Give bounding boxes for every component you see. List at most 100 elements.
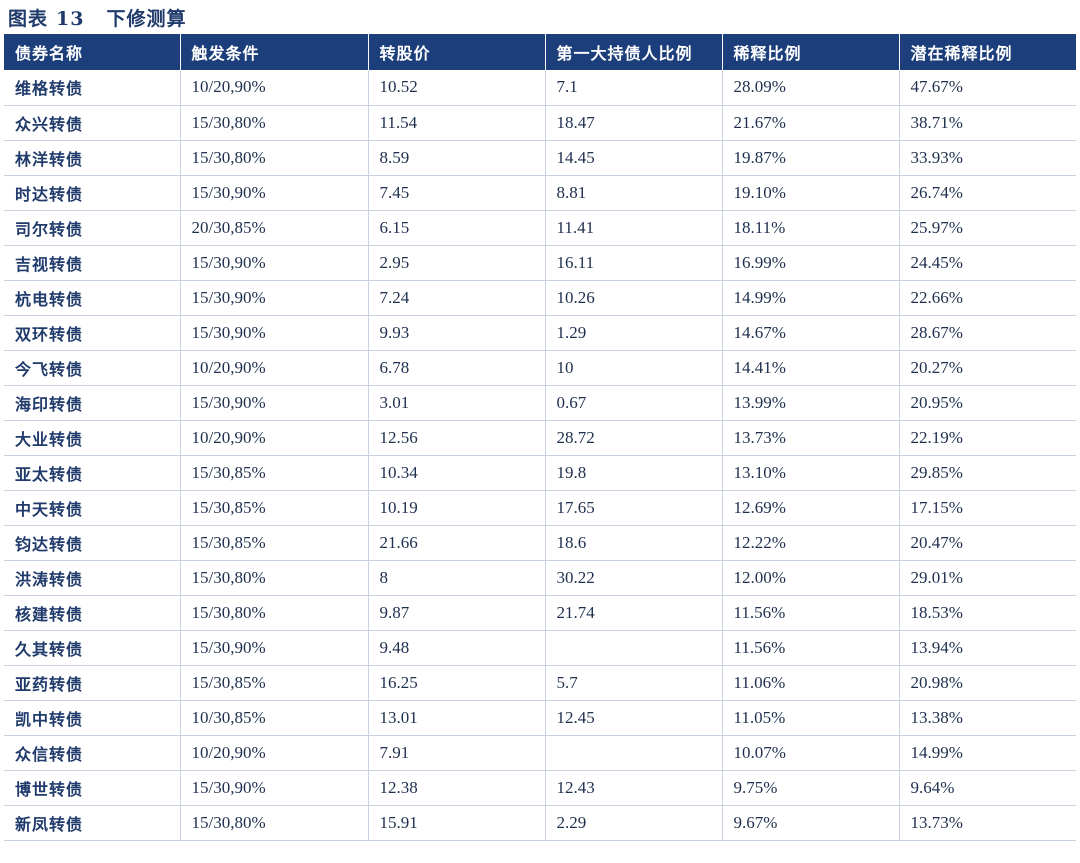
largest-holder-ratio-cell: 11.41: [545, 210, 723, 246]
table-row: 吉视转债 15/30,90% 2.95 16.11 16.99% 24.45%: [4, 245, 1076, 281]
table-row: 核建转债 15/30,80% 9.87 21.74 11.56% 18.53%: [4, 595, 1076, 631]
trigger-condition-cell: 15/30,90%: [180, 280, 369, 316]
header-trigger-condition: 触发条件: [180, 34, 369, 70]
largest-holder-ratio-cell: 8.81: [545, 175, 723, 211]
trigger-condition-cell: 15/30,85%: [180, 455, 369, 491]
table-header: 债券名称 触发条件 转股价 第一大持债人比例 稀释比例 潜在稀释比例: [4, 34, 1076, 70]
trigger-condition-cell: 10/20,90%: [180, 735, 369, 771]
header-largest-holder-ratio: 第一大持债人比例: [545, 34, 723, 70]
potential-dilution-ratio-cell: 29.01%: [899, 560, 1076, 596]
header-bond-name: 债券名称: [4, 34, 181, 70]
potential-dilution-ratio-cell: 9.64%: [899, 770, 1076, 806]
potential-dilution-ratio-cell: 47.67%: [899, 70, 1076, 106]
dilution-ratio-cell: 18.11%: [722, 210, 900, 246]
largest-holder-ratio-cell: 0.67: [545, 385, 723, 421]
largest-holder-ratio-cell: [545, 735, 723, 771]
table-row: 众兴转债 15/30,80% 11.54 18.47 21.67% 38.71%: [4, 105, 1076, 141]
table-row: 洪涛转债 15/30,80% 8 30.22 12.00% 29.01%: [4, 560, 1076, 596]
trigger-condition-cell: 20/30,85%: [180, 210, 369, 246]
potential-dilution-ratio-cell: 18.53%: [899, 595, 1076, 631]
trigger-condition-cell: 15/30,85%: [180, 665, 369, 701]
bond-name-cell: 大业转债: [4, 420, 181, 456]
largest-holder-ratio-cell: 14.45: [545, 140, 723, 176]
trigger-condition-cell: 15/30,90%: [180, 315, 369, 351]
conversion-price-cell: 16.25: [368, 665, 546, 701]
conversion-price-cell: 12.38: [368, 770, 546, 806]
potential-dilution-ratio-cell: 14.99%: [899, 735, 1076, 771]
dilution-ratio-cell: 14.67%: [722, 315, 900, 351]
trigger-condition-cell: 15/30,90%: [180, 630, 369, 666]
dilution-ratio-cell: 11.56%: [722, 595, 900, 631]
table-row: 杭电转债 15/30,90% 7.24 10.26 14.99% 22.66%: [4, 280, 1076, 316]
table-row: 维格转债 10/20,90% 10.52 7.1 28.09% 47.67%: [4, 70, 1076, 106]
bond-name-cell: 司尔转债: [4, 210, 181, 246]
table-row: 中天转债 15/30,85% 10.19 17.65 12.69% 17.15%: [4, 490, 1076, 526]
potential-dilution-ratio-cell: 20.98%: [899, 665, 1076, 701]
largest-holder-ratio-cell: 19.8: [545, 455, 723, 491]
conversion-price-cell: 13.01: [368, 700, 546, 736]
bond-name-cell: 双环转债: [4, 315, 181, 351]
dilution-ratio-cell: 16.99%: [722, 245, 900, 281]
potential-dilution-ratio-cell: 20.27%: [899, 350, 1076, 386]
dilution-ratio-cell: 13.73%: [722, 420, 900, 456]
bond-name-cell: 凯中转债: [4, 700, 181, 736]
conversion-price-cell: 11.54: [368, 105, 546, 141]
conversion-price-cell: 6.15: [368, 210, 546, 246]
dilution-ratio-cell: 9.75%: [722, 770, 900, 806]
bond-name-cell: 时达转债: [4, 175, 181, 211]
table-row: 时达转债 15/30,90% 7.45 8.81 19.10% 26.74%: [4, 175, 1076, 211]
bond-name-cell: 维格转债: [4, 70, 181, 106]
dilution-ratio-cell: 13.99%: [722, 385, 900, 421]
bond-name-cell: 亚药转债: [4, 665, 181, 701]
table-row: 林洋转债 15/30,80% 8.59 14.45 19.87% 33.93%: [4, 140, 1076, 176]
largest-holder-ratio-cell: 7.1: [545, 70, 723, 106]
dilution-ratio-cell: 12.00%: [722, 560, 900, 596]
conversion-price-cell: 9.93: [368, 315, 546, 351]
header-potential-dilution-ratio: 潜在稀释比例: [899, 34, 1076, 70]
potential-dilution-ratio-cell: 13.38%: [899, 700, 1076, 736]
trigger-condition-cell: 15/30,90%: [180, 770, 369, 806]
dilution-ratio-cell: 19.87%: [722, 140, 900, 176]
conversion-price-cell: 7.45: [368, 175, 546, 211]
dilution-ratio-cell: 10.07%: [722, 735, 900, 771]
table-row: 今飞转债 10/20,90% 6.78 10 14.41% 20.27%: [4, 350, 1076, 386]
table-row: 海印转债 15/30,90% 3.01 0.67 13.99% 20.95%: [4, 385, 1076, 421]
trigger-condition-cell: 15/30,90%: [180, 385, 369, 421]
largest-holder-ratio-cell: 17.65: [545, 490, 723, 526]
caption-label: 图表: [8, 8, 49, 30]
largest-holder-ratio-cell: 1.29: [545, 315, 723, 351]
dilution-ratio-cell: 21.67%: [722, 105, 900, 141]
dilution-ratio-cell: 19.10%: [722, 175, 900, 211]
dilution-ratio-cell: 14.41%: [722, 350, 900, 386]
potential-dilution-ratio-cell: 24.45%: [899, 245, 1076, 281]
potential-dilution-ratio-cell: 22.19%: [899, 420, 1076, 456]
largest-holder-ratio-cell: 30.22: [545, 560, 723, 596]
conversion-price-cell: 10.52: [368, 70, 546, 106]
bond-name-cell: 久其转债: [4, 630, 181, 666]
potential-dilution-ratio-cell: 38.71%: [899, 105, 1076, 141]
potential-dilution-ratio-cell: 17.15%: [899, 490, 1076, 526]
largest-holder-ratio-cell: 21.74: [545, 595, 723, 631]
potential-dilution-ratio-cell: 28.67%: [899, 315, 1076, 351]
conversion-price-cell: 9.87: [368, 595, 546, 631]
table-row: 众信转债 10/20,90% 7.91 10.07% 14.99%: [4, 735, 1076, 771]
dilution-table: 债券名称 触发条件 转股价 第一大持债人比例 稀释比例 潜在稀释比例 维格转债 1…: [4, 34, 1076, 841]
table-row: 久其转债 15/30,90% 9.48 11.56% 13.94%: [4, 630, 1076, 666]
conversion-price-cell: 2.95: [368, 245, 546, 281]
header-conversion-price: 转股价: [368, 34, 546, 70]
largest-holder-ratio-cell: 28.72: [545, 420, 723, 456]
potential-dilution-ratio-cell: 33.93%: [899, 140, 1076, 176]
table-body: 维格转债 10/20,90% 10.52 7.1 28.09% 47.67% 众兴转债 15/…: [4, 70, 1076, 841]
trigger-condition-cell: 15/30,80%: [180, 805, 369, 841]
conversion-price-cell: 6.78: [368, 350, 546, 386]
largest-holder-ratio-cell: 12.45: [545, 700, 723, 736]
trigger-condition-cell: 10/30,85%: [180, 700, 369, 736]
table-row: 亚太转债 15/30,85% 10.34 19.8 13.10% 29.85%: [4, 455, 1076, 491]
bond-name-cell: 林洋转债: [4, 140, 181, 176]
potential-dilution-ratio-cell: 26.74%: [899, 175, 1076, 211]
bond-name-cell: 今飞转债: [4, 350, 181, 386]
table-row: 大业转债 10/20,90% 12.56 28.72 13.73% 22.19%: [4, 420, 1076, 456]
bond-name-cell: 亚太转债: [4, 455, 181, 491]
largest-holder-ratio-cell: 2.29: [545, 805, 723, 841]
header-row: 债券名称 触发条件 转股价 第一大持债人比例 稀释比例 潜在稀释比例: [4, 34, 1076, 70]
